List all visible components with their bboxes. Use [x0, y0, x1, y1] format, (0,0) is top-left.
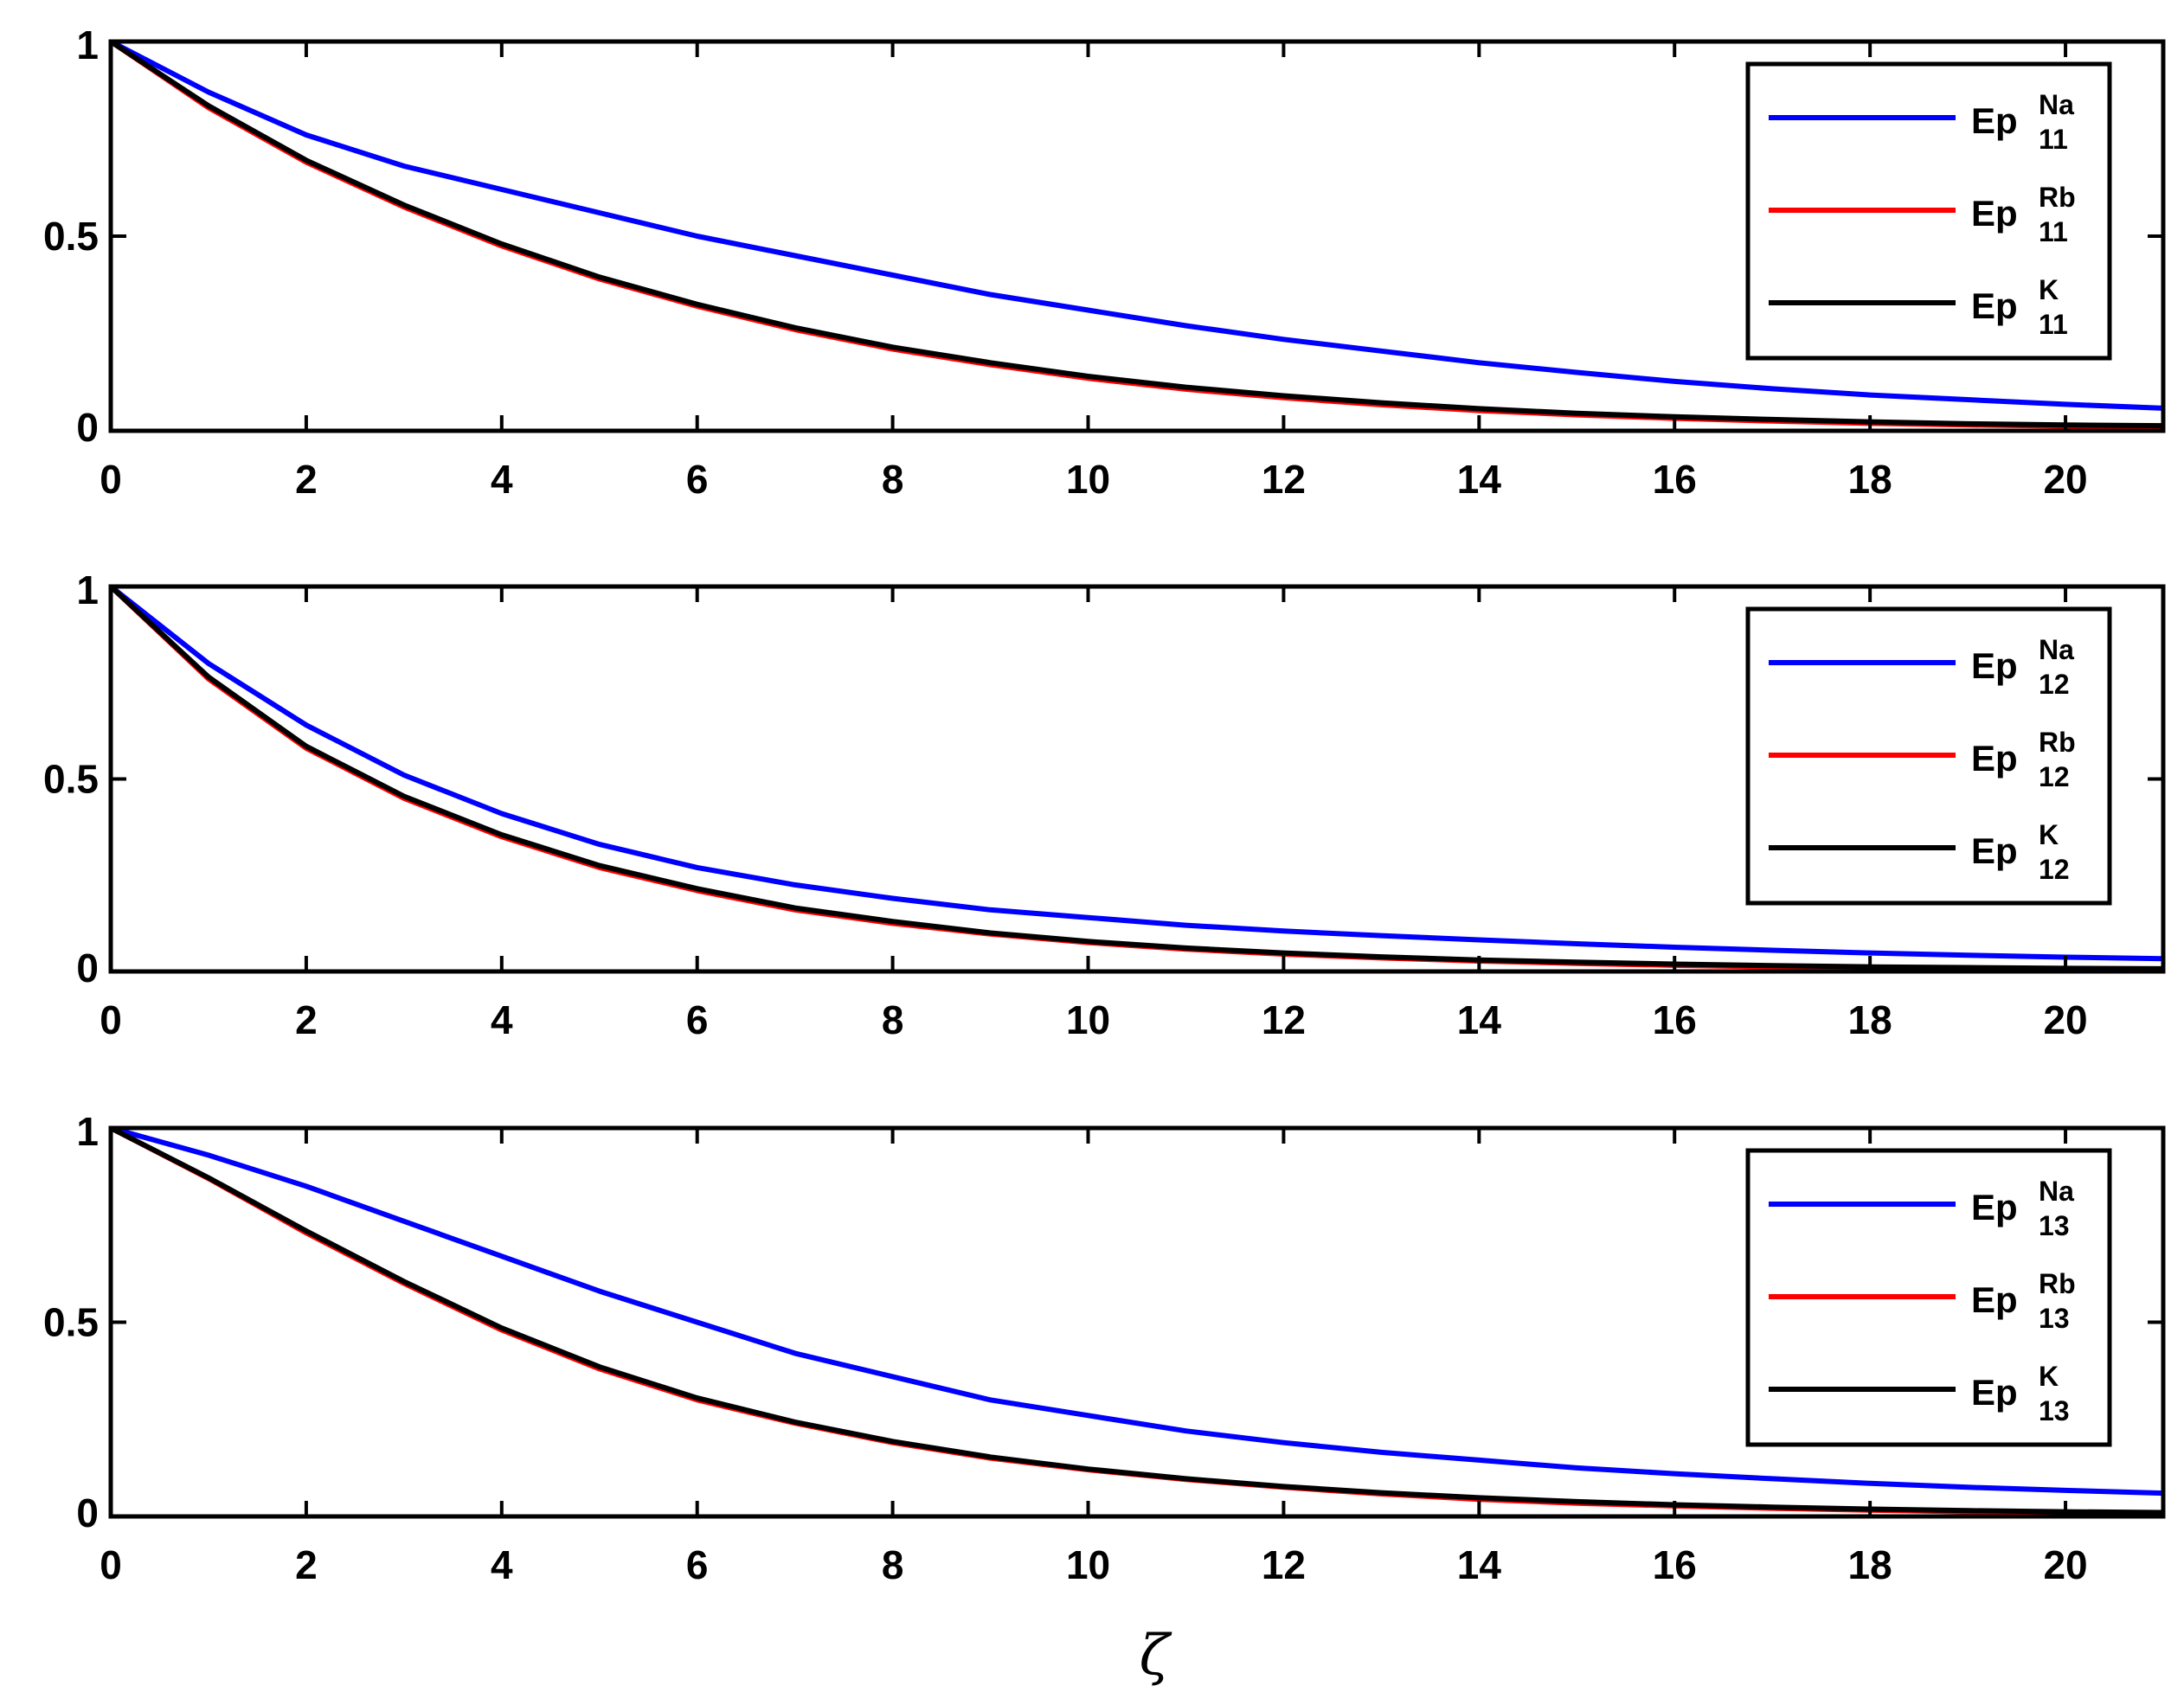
x-tick-label: 18 [1848, 457, 1892, 502]
series-line-k-11 [111, 42, 2163, 429]
legend-label-sub: 13 [2039, 1395, 2070, 1426]
x-tick-label: 6 [686, 457, 709, 502]
series-line-na-12 [111, 586, 2163, 962]
x-tick-label: 2 [295, 1542, 318, 1587]
x-tick-label: 0 [100, 457, 122, 502]
legend-label-sub: 11 [2039, 309, 2068, 340]
x-tick-label: 10 [1066, 997, 1110, 1042]
legend-label-sup: Rb [2039, 1268, 2076, 1299]
x-tick-label: 14 [1457, 1542, 1502, 1587]
series-line-na-13 [111, 1128, 2163, 1497]
x-tick-label: 20 [2043, 997, 2087, 1042]
y-tick-label: 0 [76, 1490, 99, 1535]
legend-label: Ep [1971, 830, 2018, 871]
legend-label-sup: K [2039, 1361, 2059, 1392]
legend-label: Ep [1971, 738, 2018, 779]
legend-label: Ep [1971, 1279, 2018, 1320]
x-tick-label: 6 [686, 997, 709, 1042]
x-tick-label: 18 [1848, 997, 1892, 1042]
y-tick-label: 1 [76, 22, 99, 67]
x-tick-label: 20 [2043, 1542, 2087, 1587]
legend-label-sub: 11 [2039, 216, 2068, 247]
legend-label: Ep [1971, 100, 2018, 141]
x-tick-label: 14 [1457, 457, 1502, 502]
x-tick-label: 10 [1066, 1542, 1110, 1587]
x-tick-label: 10 [1066, 457, 1110, 502]
y-tick-label: 1 [76, 1109, 99, 1154]
x-tick-label: 2 [295, 457, 318, 502]
y-tick-label: 1 [76, 567, 99, 612]
legend-label: Ep [1971, 193, 2018, 234]
legend-label-sup: Na [2039, 1176, 2074, 1207]
x-tick-label: 20 [2043, 457, 2087, 502]
legend-label: Ep [1971, 1372, 2018, 1413]
legend-label-sub: 13 [2039, 1303, 2070, 1334]
x-tick-label: 4 [491, 457, 513, 502]
x-tick-label: 4 [491, 1542, 513, 1587]
legend-label: Ep [1971, 285, 2018, 326]
legend-label-sup: Na [2039, 634, 2074, 665]
y-tick-label: 0 [76, 405, 99, 450]
legend-label-sup: K [2039, 819, 2059, 850]
legend-label-sup: K [2039, 274, 2059, 305]
x-tick-label: 18 [1848, 1542, 1892, 1587]
x-tick-label: 4 [491, 997, 513, 1042]
legend-label-sub: 13 [2039, 1210, 2070, 1241]
x-tick-label: 2 [295, 997, 318, 1042]
x-tick-label: 14 [1457, 997, 1502, 1042]
legend-label-sub: 11 [2039, 124, 2068, 155]
y-tick-label: 0.5 [43, 214, 99, 259]
legend-label-sub: 12 [2039, 669, 2070, 700]
x-tick-label: 12 [1262, 1542, 1306, 1587]
x-tick-label: 16 [1653, 997, 1697, 1042]
legend-label-sup: Na [2039, 89, 2074, 120]
y-tick-label: 0.5 [43, 757, 99, 802]
x-tick-label: 6 [686, 1542, 709, 1587]
x-tick-label: 8 [882, 457, 904, 502]
x-axis-label: ζ [1140, 1624, 1172, 1688]
x-tick-label: 0 [100, 1542, 122, 1587]
series-line-na-11 [111, 42, 2163, 411]
legend-label: Ep [1971, 645, 2018, 686]
y-tick-label: 0 [76, 945, 99, 990]
legend-label-sup: Rb [2039, 182, 2076, 213]
series-line-k-13 [111, 1128, 2163, 1516]
x-tick-label: 8 [882, 1542, 904, 1587]
legend-label: Ep [1971, 1187, 2018, 1227]
x-tick-label: 8 [882, 997, 904, 1042]
legend-label-sub: 12 [2039, 854, 2070, 885]
series-line-k-12 [111, 586, 2163, 971]
y-tick-label: 0.5 [43, 1300, 99, 1345]
x-tick-label: 12 [1262, 997, 1306, 1042]
legend-label-sup: Rb [2039, 727, 2076, 758]
x-tick-label: 0 [100, 997, 122, 1042]
x-tick-label: 12 [1262, 457, 1306, 502]
x-tick-label: 16 [1653, 1542, 1697, 1587]
legend-label-sub: 12 [2039, 761, 2070, 792]
x-tick-label: 16 [1653, 457, 1697, 502]
